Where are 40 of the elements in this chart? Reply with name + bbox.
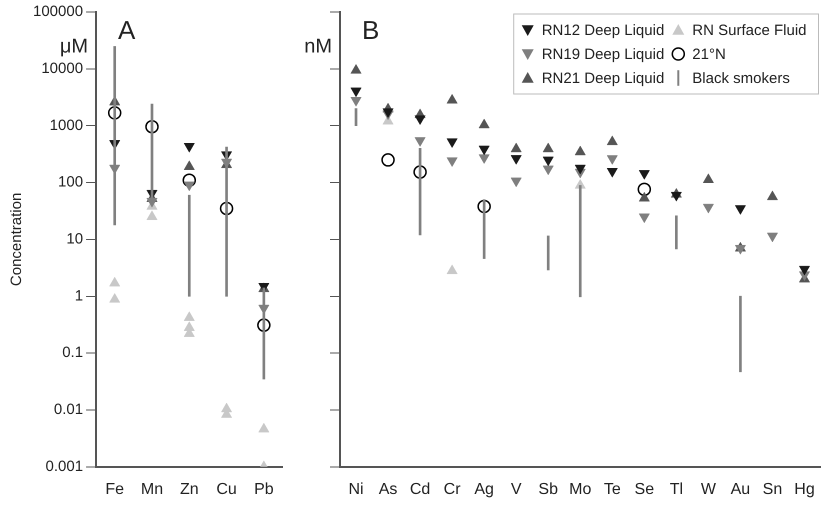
legend-label: RN Surface Fluid xyxy=(692,22,807,40)
x-tick-label: Cd xyxy=(410,480,430,498)
annotation: A xyxy=(118,15,136,46)
annotation: B xyxy=(362,15,380,46)
y-tick-label: 0.01 xyxy=(54,401,84,418)
y-tick-label: 0.1 xyxy=(62,344,84,362)
legend-label: Black smokers xyxy=(692,70,790,88)
x-tick-label: Te xyxy=(604,480,621,498)
x-tick-label: Fe xyxy=(105,480,124,498)
x-tick-label: Cu xyxy=(216,480,237,498)
y-tick-label: 10 xyxy=(66,230,84,248)
x-tick-label: Ag xyxy=(474,480,494,498)
legend-label: RN12 Deep Liquid xyxy=(542,22,664,40)
legend-label: RN21 Deep Liquid xyxy=(542,70,664,88)
x-tick-label: Ni xyxy=(348,480,364,498)
x-tick-label: Hg xyxy=(794,480,815,498)
x-tick-label: As xyxy=(378,480,398,498)
y-tick-label: 10000 xyxy=(41,60,84,77)
y-tick-label: 0.001 xyxy=(46,458,84,475)
x-tick-label: Cr xyxy=(444,480,462,498)
y-tick-label: 1000 xyxy=(50,116,84,134)
x-tick-label: Se xyxy=(634,480,654,498)
y-tick-label: 100000 xyxy=(32,3,84,20)
x-tick-label: W xyxy=(700,480,717,498)
x-tick-label: Tl xyxy=(670,480,684,498)
x-tick-label: Pb xyxy=(254,480,274,498)
legend-label: 21°N xyxy=(692,46,726,64)
x-tick-label: Sn xyxy=(762,480,782,498)
text: nM xyxy=(304,36,332,58)
x-tick-label: Mo xyxy=(569,480,592,498)
legend-label: RN19 Deep Liquid xyxy=(542,46,664,64)
y-tick-label: 100 xyxy=(58,174,84,191)
y-axis-title: Concentration xyxy=(8,192,26,286)
text: μM xyxy=(60,36,88,58)
x-tick-label: Zn xyxy=(180,480,199,498)
x-tick-label: Mn xyxy=(140,480,164,498)
y-tick-label: 1 xyxy=(74,287,84,304)
x-tick-label: Au xyxy=(730,480,750,498)
x-tick-label: Sb xyxy=(538,480,558,498)
x-tick-label: V xyxy=(510,480,522,498)
